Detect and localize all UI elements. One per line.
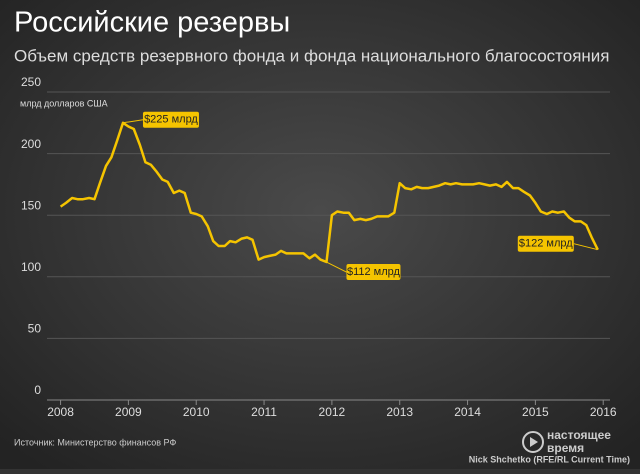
annotation-leader	[122, 119, 144, 124]
annotation: $112 млрд	[347, 266, 401, 278]
data-line	[59, 121, 599, 264]
source: Источник: Министерство финансов РФ	[14, 437, 176, 447]
y-tick-label: 0	[34, 383, 41, 397]
x-tick-label: 2016	[590, 405, 617, 419]
credit: Nick Shchetko (RFE/RL Current Time)	[469, 454, 630, 464]
chart-subtitle: Объем средств резервного фонда и фонда н…	[14, 46, 610, 65]
x-tick-label: 2008	[47, 405, 74, 419]
y-tick-label: 100	[21, 260, 41, 274]
logo-icon	[522, 431, 544, 453]
y-tick-label: 150	[21, 198, 41, 212]
annotation-box	[517, 235, 574, 252]
y-tick-label: 250	[21, 75, 41, 89]
x-tick-label: 2010	[183, 405, 210, 419]
y-tick-label: 50	[28, 322, 42, 336]
x-tick-label: 2011	[251, 405, 277, 419]
annotation-leader	[573, 243, 598, 251]
y-tick-label: 200	[21, 137, 41, 151]
chart-title: Российские резервы	[14, 7, 290, 39]
logo-text: время	[547, 441, 584, 455]
annotation-box	[346, 264, 401, 281]
logo-icon	[530, 437, 538, 447]
x-tick-label: 2009	[115, 405, 142, 419]
annotation-box	[142, 111, 199, 128]
x-tick-label: 2014	[454, 405, 481, 419]
annotation-leader	[326, 261, 347, 273]
x-tick-label: 2012	[319, 405, 346, 419]
y-axis-label: млрд долларов США	[20, 98, 108, 108]
x-tick-label: 2015	[522, 405, 549, 419]
x-tick-label: 2013	[386, 405, 413, 419]
annotation: $225 млрд	[144, 114, 198, 126]
logo-text: настоящее	[547, 428, 611, 442]
annotation: $122 млрд	[519, 238, 573, 250]
